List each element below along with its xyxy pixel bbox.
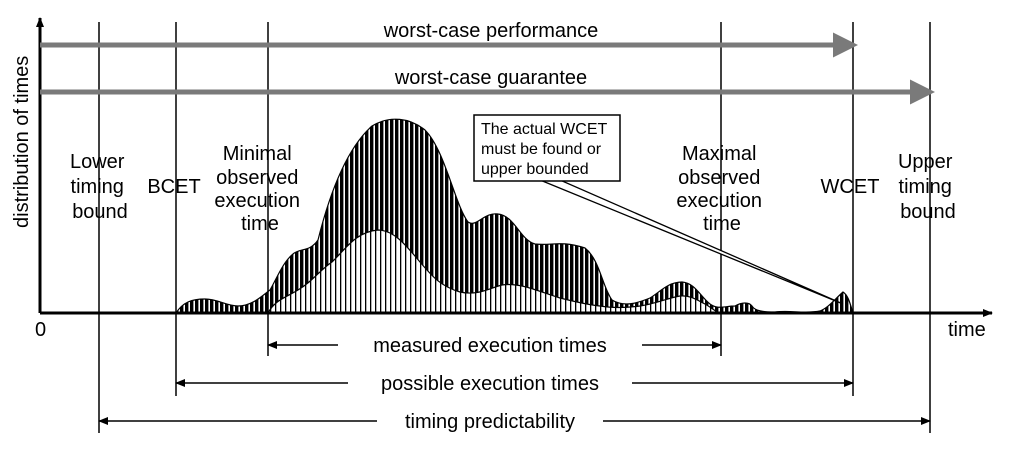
measured-execution-times-label: measured execution times [373,335,606,357]
timing-predictability-label: timing predictability [405,411,575,433]
possible-execution-times-label: possible execution times [381,373,599,395]
bcet-label: BCET [147,176,200,198]
callout-box [473,114,621,182]
worst-case-guarantee-label: worst-case guarantee [394,67,587,89]
upper-timing-bound-label: Upper timing bound [898,151,958,223]
callout-text: The actual WCET must be found or upper b… [481,121,611,178]
lower-timing-bound-label: Lower timing bound [70,151,130,223]
min-observed-label: Minimal observed execution time [214,143,305,235]
x-axis-label: time [948,319,986,341]
worst-case-performance-label: worst-case performance [383,20,599,42]
max-observed-label: Maximal observed execution time [676,143,767,235]
y-axis-label: distribution of times [11,56,33,228]
wcet-label: WCET [821,176,880,198]
observed-distribution-curve [266,229,721,314]
origin-label: 0 [35,319,46,341]
